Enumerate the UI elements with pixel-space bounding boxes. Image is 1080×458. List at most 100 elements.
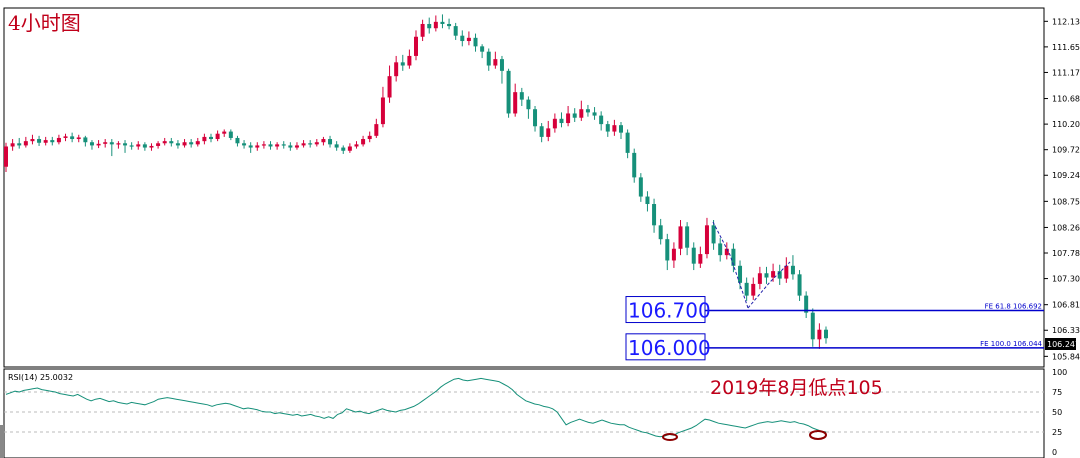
candle — [797, 270, 802, 301]
candle — [506, 68, 511, 118]
level-label-box — [625, 333, 706, 361]
candle — [784, 257, 789, 283]
level-label-box — [625, 296, 706, 324]
candle — [453, 22, 458, 40]
candle — [566, 106, 571, 127]
candle — [678, 219, 683, 256]
candle — [228, 129, 233, 141]
candle — [810, 308, 815, 347]
price-tick-label: 109.720 — [1052, 146, 1080, 155]
price-tick-label: 110.200 — [1052, 120, 1080, 129]
candle — [592, 107, 597, 120]
candle — [427, 17, 432, 34]
candle — [328, 135, 333, 148]
candle — [533, 106, 538, 132]
rsi-title: RSI(14) 25.0032 — [8, 373, 73, 382]
candle — [433, 15, 438, 32]
candle — [89, 140, 94, 150]
candle — [17, 137, 22, 149]
candle — [288, 142, 293, 151]
candle — [473, 33, 478, 52]
candle — [407, 49, 412, 69]
candle — [4, 142, 8, 173]
candle — [116, 141, 121, 149]
candle — [579, 100, 584, 121]
candle — [704, 217, 709, 259]
fib-extension-line-2 — [747, 261, 791, 309]
candle — [671, 242, 676, 268]
price-y-axis — [1044, 20, 1048, 357]
candle — [539, 123, 544, 143]
candle — [572, 108, 577, 122]
fib-extension-line-1 — [712, 221, 749, 309]
candle — [294, 142, 299, 150]
candle — [43, 136, 48, 146]
candle — [764, 266, 769, 284]
candle — [771, 263, 776, 282]
candle — [308, 140, 313, 148]
candle — [10, 139, 15, 151]
candle — [70, 132, 75, 143]
price-tick-label: 106.330 — [1052, 326, 1080, 335]
candle — [367, 131, 372, 143]
price-tick-label: 112.130 — [1052, 17, 1080, 26]
candle — [738, 260, 743, 290]
candle — [777, 264, 782, 285]
candle — [175, 140, 180, 149]
candle — [790, 255, 795, 280]
rsi-tick-label: 75 — [1052, 388, 1062, 397]
price-tick-label: 106.810 — [1052, 301, 1080, 310]
candle — [394, 55, 399, 82]
candlestick-series — [4, 14, 828, 349]
level-label: 106.000 — [628, 336, 711, 360]
price-tick-label: 107.300 — [1052, 275, 1080, 284]
candle — [744, 277, 749, 301]
candle — [149, 143, 154, 151]
candle — [685, 222, 690, 256]
candle — [526, 96, 531, 119]
rsi-line — [5, 377, 827, 438]
candle — [804, 291, 809, 318]
price-tick-label: 107.780 — [1052, 249, 1080, 258]
candle — [242, 140, 247, 149]
candle — [460, 30, 465, 47]
candle — [37, 135, 42, 146]
candle — [625, 129, 630, 159]
candle — [698, 246, 703, 268]
candle — [281, 141, 286, 149]
rsi-panel — [3, 368, 1045, 458]
candle — [195, 137, 200, 147]
scrollbar-handle[interactable] — [0, 425, 4, 458]
candle — [559, 112, 564, 128]
candle — [182, 139, 187, 148]
candle — [361, 135, 366, 147]
candle — [169, 137, 174, 147]
rsi-annotation: 2019年8月低点105 — [710, 377, 883, 399]
candle — [757, 266, 762, 290]
candle — [76, 134, 81, 143]
candle — [222, 129, 227, 137]
candle — [652, 198, 657, 233]
candle — [56, 134, 61, 145]
candle — [585, 104, 590, 117]
candle — [546, 120, 551, 142]
price-tick-label: 111.650 — [1052, 43, 1080, 52]
candle — [612, 119, 617, 136]
candle — [202, 133, 207, 145]
candle — [414, 30, 418, 61]
price-panel — [3, 7, 1045, 368]
candle — [751, 277, 756, 300]
candle — [658, 218, 663, 245]
candle — [824, 326, 828, 344]
candle — [519, 87, 524, 107]
price-tick-labels: 112.130 111.650 111.170 110.680 110.200 109.7… — [1052, 17, 1080, 361]
rsi-low-marker-1 — [662, 433, 678, 441]
candle — [341, 145, 346, 154]
candle — [645, 191, 650, 212]
candle — [275, 142, 280, 150]
candle — [314, 139, 319, 147]
candle — [724, 242, 729, 260]
candle — [215, 130, 220, 142]
candle — [619, 121, 623, 140]
